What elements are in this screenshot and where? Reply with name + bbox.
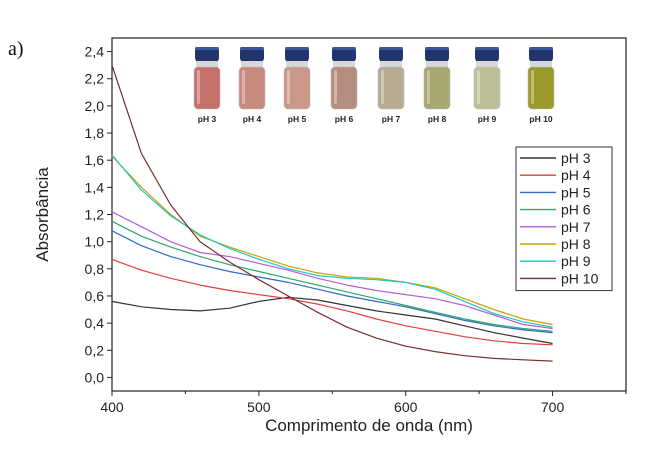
- vial-glare: [477, 70, 480, 104]
- y-tick-label: 0,0: [85, 369, 105, 385]
- y-tick-label: 0,2: [85, 342, 105, 358]
- vial-body: [423, 66, 451, 110]
- vial-neck: [476, 61, 498, 68]
- vial-photo-inset: pH 3 pH 4 pH 5 pH 6 pH 7 pH 8 pH 9 pH 10: [193, 47, 555, 124]
- y-tick-label: 0,6: [85, 288, 105, 304]
- vial-glare: [287, 70, 290, 104]
- y-tick-label: 1,6: [85, 152, 105, 168]
- vial-body: [330, 66, 358, 110]
- vial-cap-top: [529, 47, 553, 50]
- vial-cap: [332, 47, 356, 62]
- vial-glare: [334, 70, 337, 104]
- y-tick-label: 1,8: [85, 125, 105, 141]
- vial-cap: [285, 47, 309, 62]
- y-tick-label: 0,4: [85, 315, 105, 331]
- y-tick-label: 0,8: [85, 261, 105, 277]
- legend-box: [515, 146, 613, 292]
- vial-cap-top: [285, 47, 309, 50]
- vial-label: pH 9: [478, 114, 497, 124]
- x-tick-label: 600: [394, 399, 418, 415]
- vial-label: pH 8: [428, 114, 447, 124]
- y-tick-label: 1,4: [85, 179, 105, 195]
- series-line: [111, 258, 553, 346]
- vial: pH 3: [193, 47, 221, 124]
- vial-glare: [531, 70, 534, 104]
- axis-ticks: 400 500 600 700 0,0 0,2 0,4 0,6 0,8 1,0 1,2 1,4 1,6 1…: [85, 44, 627, 415]
- legend-label: pH 9: [561, 253, 591, 269]
- vial: pH 8: [423, 47, 451, 124]
- y-axis-title: Absorbância: [33, 167, 52, 262]
- vial-body: [238, 66, 266, 110]
- vial-label: pH 6: [335, 114, 354, 124]
- x-tick-label: 400: [100, 399, 124, 415]
- series-line: [111, 230, 553, 334]
- legend: pH 3pH 4pH 5 pH 6pH 7pH 8pH 9pH 10: [515, 146, 613, 292]
- series-line: [111, 65, 553, 362]
- vial-cap-top: [332, 47, 356, 50]
- vial-cap: [475, 47, 499, 62]
- vial-body: [283, 66, 311, 110]
- y-tick-label: 2,2: [85, 71, 105, 87]
- vial-neck: [530, 61, 552, 68]
- vial-cap-top: [379, 47, 403, 50]
- series-lines: [111, 65, 553, 362]
- y-tick-label: 2,4: [85, 44, 105, 60]
- vial-cap-top: [195, 47, 219, 50]
- vial: pH 9: [473, 47, 501, 124]
- vial-cap-top: [240, 47, 264, 50]
- vial: pH 6: [330, 47, 358, 124]
- vial-cap: [529, 47, 553, 62]
- vial-cap: [425, 47, 449, 62]
- vial-body: [527, 66, 555, 110]
- y-tick-label: 1,0: [85, 234, 105, 250]
- vial-neck: [286, 61, 308, 68]
- vial-cap: [195, 47, 219, 62]
- vial-glare: [197, 70, 200, 104]
- vial: pH 7: [377, 47, 405, 124]
- legend-label: pH 5: [561, 184, 591, 200]
- vial-cap: [240, 47, 264, 62]
- y-tick-label: 1,2: [85, 207, 105, 223]
- vial-label: pH 5: [288, 114, 307, 124]
- vial-glare: [427, 70, 430, 104]
- vial-neck: [241, 61, 263, 68]
- series-line: [111, 296, 553, 345]
- panel-label: a): [8, 38, 24, 60]
- vial-body: [193, 66, 221, 110]
- y-tick-label: 2,0: [85, 98, 105, 114]
- legend-label: pH 10: [561, 270, 599, 286]
- vial: pH 5: [283, 47, 311, 124]
- vial-glare: [242, 70, 245, 104]
- vial-neck: [380, 61, 402, 68]
- x-axis-title: Comprimento de onda (nm): [265, 416, 473, 435]
- series-line: [111, 211, 553, 330]
- vial-cap: [379, 47, 403, 62]
- vial: pH 4: [238, 47, 266, 124]
- vial: pH 10: [527, 47, 555, 124]
- x-tick-label: 700: [541, 399, 565, 415]
- legend-label: pH 6: [561, 202, 591, 218]
- series-line: [111, 155, 553, 326]
- vial-body: [473, 66, 501, 110]
- vial-label: pH 7: [382, 114, 401, 124]
- vial-cap-top: [475, 47, 499, 50]
- vial-neck: [333, 61, 355, 68]
- vial-label: pH 10: [529, 114, 552, 124]
- legend-label: pH 4: [561, 167, 591, 183]
- vial-cap-top: [425, 47, 449, 50]
- legend-label: pH 7: [561, 219, 591, 235]
- vial-glare: [381, 70, 384, 104]
- vial-body: [377, 66, 405, 110]
- legend-label: pH 8: [561, 236, 591, 252]
- vial-neck: [426, 61, 448, 68]
- vial-neck: [196, 61, 218, 68]
- legend-label: pH 3: [561, 150, 591, 166]
- series-line: [111, 154, 553, 328]
- vial-label: pH 3: [198, 114, 217, 124]
- x-tick-label: 500: [247, 399, 271, 415]
- series-line: [111, 220, 553, 332]
- vial-label: pH 4: [243, 114, 262, 124]
